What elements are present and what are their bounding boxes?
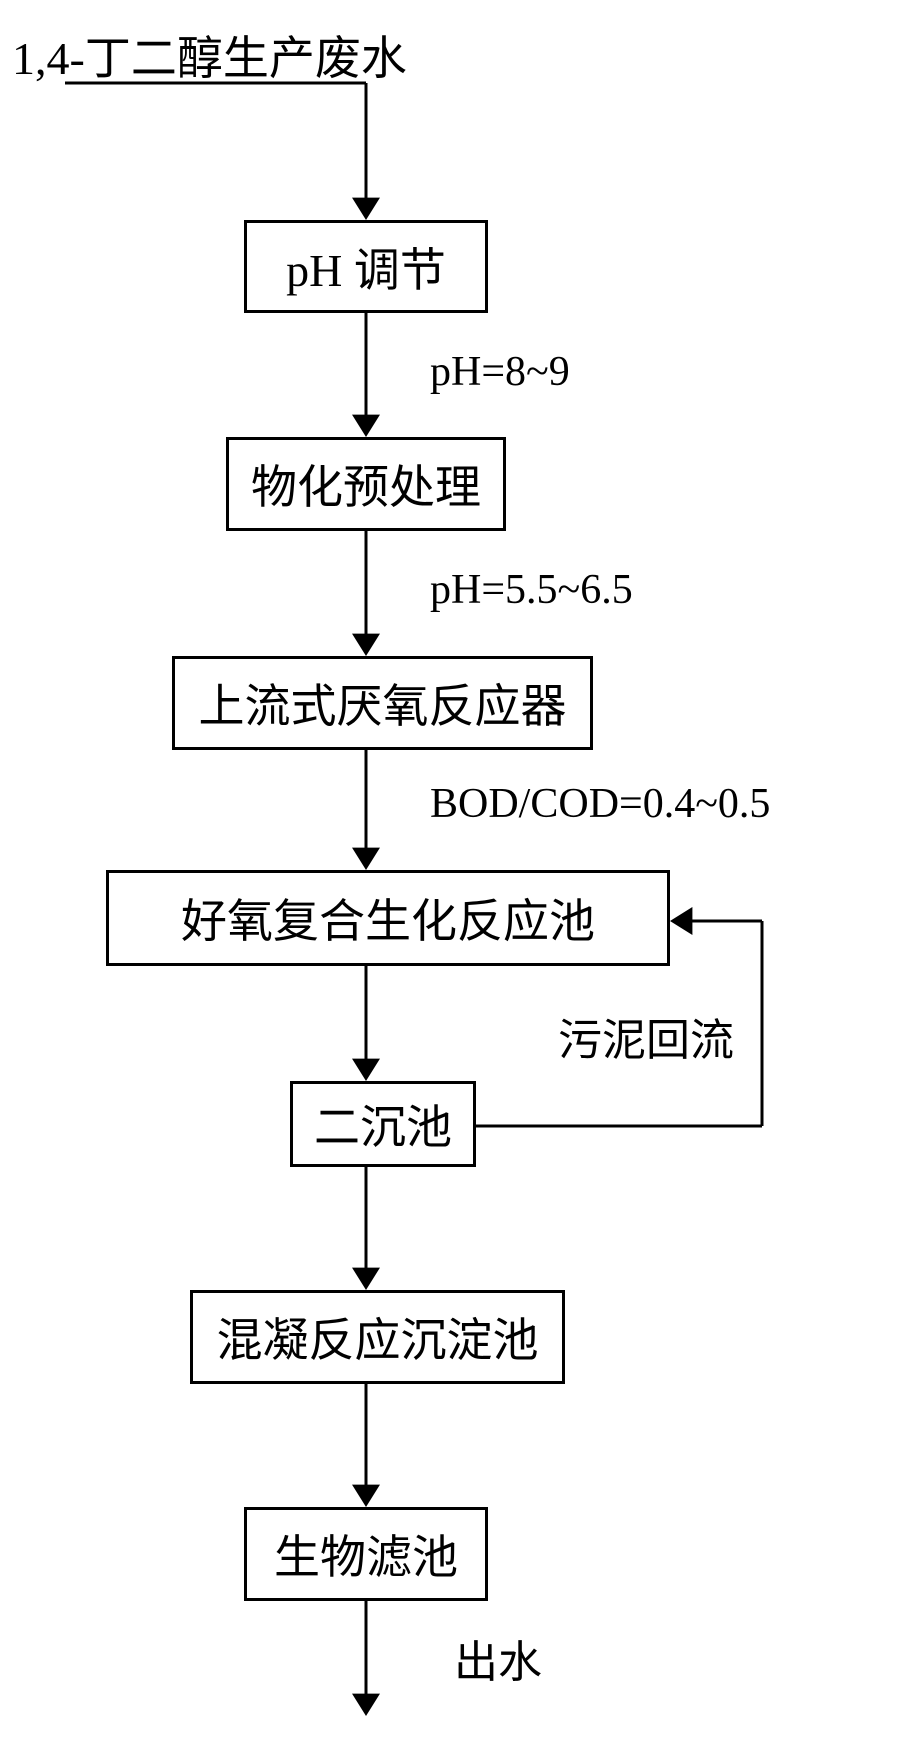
node-label: 混凝反应沉淀池 bbox=[217, 1304, 539, 1370]
node-biofilter: 生物滤池 bbox=[244, 1507, 488, 1601]
node-coagulation: 混凝反应沉淀池 bbox=[190, 1290, 565, 1384]
node-label: 二沉池 bbox=[314, 1091, 452, 1157]
node-label: 好氧复合生化反应池 bbox=[181, 885, 595, 951]
node-label: 生物滤池 bbox=[274, 1521, 458, 1587]
edge-label-bodcod: BOD/COD=0.4~0.5 bbox=[430, 780, 770, 828]
node-pretreat: 物化预处理 bbox=[226, 437, 506, 531]
node-aerobic: 好氧复合生化反应池 bbox=[106, 870, 670, 966]
edge-label-sludge: 污泥回流 bbox=[558, 1004, 734, 1068]
node-ph-adjust: pH 调节 bbox=[244, 220, 488, 313]
input-label: 1,4-丁二醇生产废水 bbox=[12, 22, 407, 88]
edge-label-ph5565: pH=5.5~6.5 bbox=[430, 566, 633, 614]
node-label: 上流式厌氧反应器 bbox=[199, 670, 567, 736]
node-anaerobic: 上流式厌氧反应器 bbox=[172, 656, 593, 750]
node-secondary: 二沉池 bbox=[290, 1081, 476, 1167]
edge-label-outflow: 出水 bbox=[454, 1626, 542, 1690]
node-label: 物化预处理 bbox=[251, 451, 481, 517]
edge-label-ph89: pH=8~9 bbox=[430, 348, 570, 396]
node-label: pH 调节 bbox=[286, 234, 446, 300]
